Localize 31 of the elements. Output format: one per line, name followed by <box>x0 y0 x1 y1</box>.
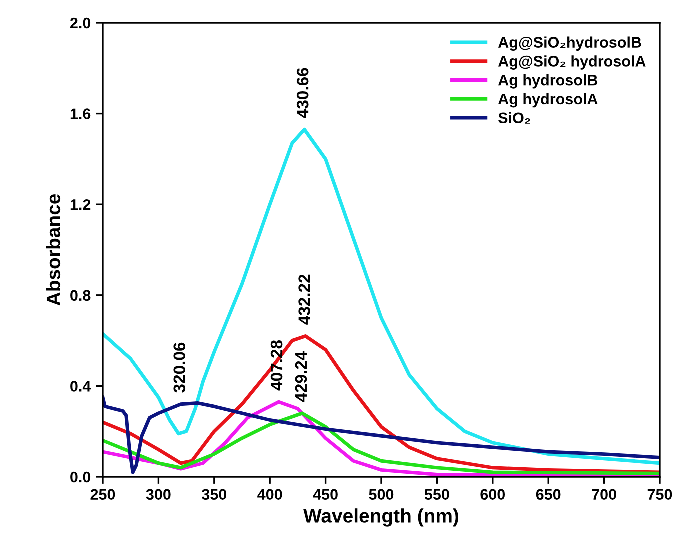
annotation: 320.06 <box>174 342 186 393</box>
x-tick-label: 650 <box>536 489 561 500</box>
line-series <box>103 412 660 476</box>
y-tick-label: 1.6 <box>70 108 91 120</box>
legend-label: Ag@SiO₂hydrosolB <box>498 36 642 52</box>
x-tick-label: 350 <box>202 489 227 500</box>
x-tick-label: 400 <box>258 489 282 500</box>
annotation: 407.28 <box>270 340 283 391</box>
legend-label: Ag hydrosolA <box>498 93 598 108</box>
x-tick-label: 300 <box>146 489 171 500</box>
x-tick-label: 500 <box>369 489 394 500</box>
x-tick-label: 550 <box>424 489 450 500</box>
y-tick-label: 0.8 <box>70 290 91 302</box>
annotation: 430.66 <box>296 68 309 118</box>
x-tick-label: 750 <box>648 489 672 500</box>
y-tick-label: 1.2 <box>70 199 91 210</box>
legend-label: SiO₂ <box>498 112 530 124</box>
line-series <box>103 128 660 466</box>
legend-label: Ag@SiO₂ hydrosolA <box>498 56 646 70</box>
annotation: 429.24 <box>295 351 308 402</box>
x-tick-label: 700 <box>592 489 616 500</box>
x-tick-label: 250 <box>90 489 116 500</box>
y-tick-label: 2.0 <box>70 18 91 29</box>
y-tick-label: 0.0 <box>70 472 91 483</box>
x-tick-label: 600 <box>480 489 506 500</box>
legend-label: Ag hydrosolB <box>498 74 598 89</box>
y-tick-label: 0.4 <box>70 381 92 392</box>
x-axis-title: Wavelength (nm) <box>304 508 458 527</box>
x-tick-label: 450 <box>313 489 338 500</box>
y-axis-title: Absorbance <box>46 194 61 306</box>
annotation: 432.22 <box>298 274 310 325</box>
